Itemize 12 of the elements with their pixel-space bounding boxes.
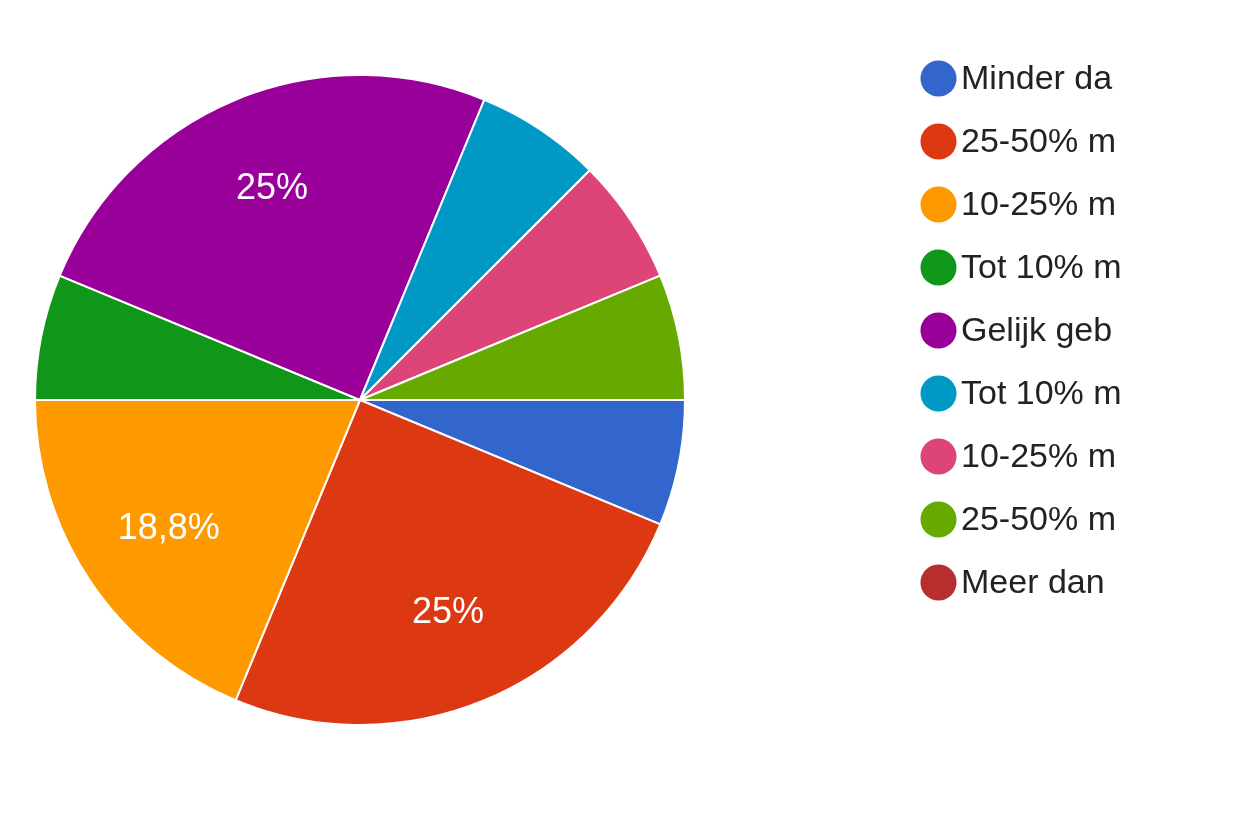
legend-label: 10-25% m xyxy=(961,435,1116,474)
legend-label: 10-25% m xyxy=(961,183,1116,222)
legend-label: Gelijk geb xyxy=(961,309,1113,348)
data-label: 18,8% xyxy=(117,505,220,547)
legend-label: Tot 10% m xyxy=(961,246,1122,285)
legend-label: Meer dan xyxy=(961,561,1105,600)
data-label: 25% xyxy=(411,590,485,632)
legend-label: Tot 10% m xyxy=(961,372,1122,411)
legend-label: Minder da xyxy=(961,57,1113,96)
data-label: 25% xyxy=(235,165,309,207)
legend-label: 25-50% m xyxy=(961,498,1116,537)
legend-label: 25-50% m xyxy=(961,120,1116,159)
